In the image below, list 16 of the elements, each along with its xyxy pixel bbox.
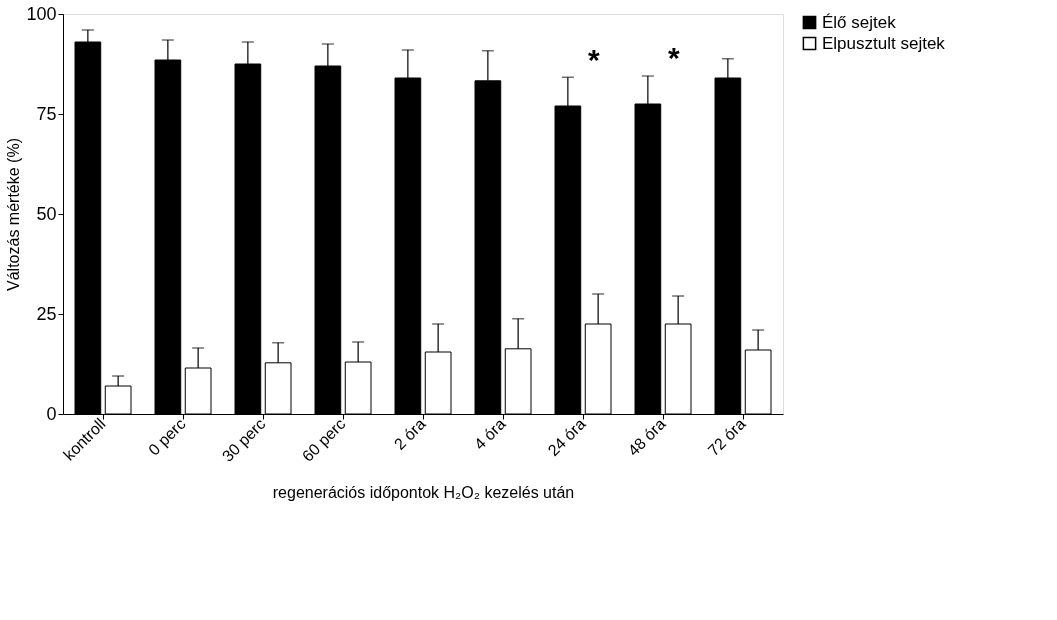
x-tick-label: 48 óra	[624, 415, 669, 460]
annotation: *	[668, 41, 681, 74]
y-tick-label: 25	[36, 303, 57, 324]
x-tick-label: 24 óra	[544, 415, 589, 460]
legend-label: Elpusztult sejtek	[822, 33, 946, 53]
y-axis-title: Változás mértéke (%)	[5, 138, 23, 291]
x-axis-title: regenerációs időpontok H₂O₂ kezelés után	[272, 483, 575, 501]
annotation: *	[588, 43, 601, 76]
x-tick-label: 2 óra	[390, 415, 429, 453]
y-tick-label: 75	[36, 103, 57, 124]
y-tick-label: 100	[26, 3, 57, 24]
legend-label: Élő sejtek	[822, 12, 897, 32]
x-tick-label: 4 óra	[470, 415, 509, 453]
y-tick-label: 0	[46, 403, 57, 424]
x-tick-label: 72 óra	[704, 415, 749, 460]
y-tick-label: 50	[36, 203, 57, 224]
